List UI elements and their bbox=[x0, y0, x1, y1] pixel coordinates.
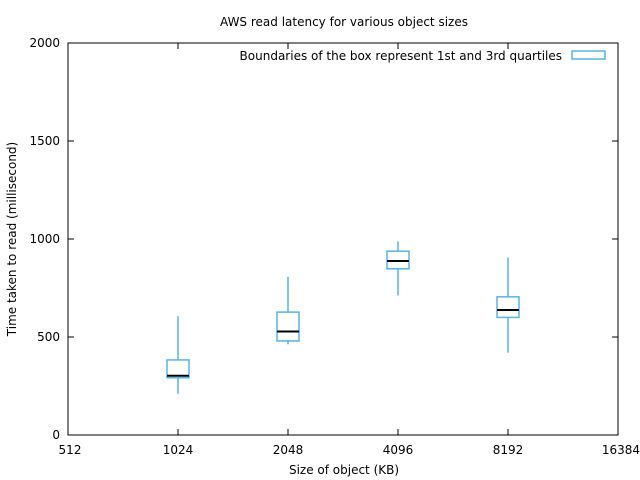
x-tick-label: 2048 bbox=[273, 443, 304, 457]
x-tick-label: 1024 bbox=[163, 443, 194, 457]
legend: Boundaries of the box represent 1st and … bbox=[240, 49, 606, 63]
x-tick-label: 8192 bbox=[493, 443, 524, 457]
quartile-box bbox=[276, 311, 300, 342]
quartile-box bbox=[166, 359, 190, 379]
x-tick-label: 16384 bbox=[602, 443, 640, 457]
box-2048 bbox=[276, 276, 300, 345]
x-axis: 512 1024 2048 4096 8192 16384 bbox=[59, 43, 640, 457]
boxes-layer bbox=[166, 241, 520, 394]
y-tick-label: 1000 bbox=[29, 232, 60, 246]
box-8192 bbox=[496, 257, 520, 353]
x-tick-label: 512 bbox=[59, 443, 82, 457]
legend-swatch bbox=[571, 50, 606, 60]
y-axis: 0 500 1000 1500 2000 bbox=[29, 36, 618, 442]
chart-title: AWS read latency for various object size… bbox=[220, 15, 468, 29]
box-1024 bbox=[166, 316, 190, 394]
y-tick-label: 1500 bbox=[29, 134, 60, 148]
x-tick-label: 4096 bbox=[383, 443, 414, 457]
quartile-box bbox=[496, 296, 520, 319]
legend-label: Boundaries of the box represent 1st and … bbox=[240, 49, 562, 63]
plot-frame bbox=[67, 42, 619, 436]
y-axis-label: Time taken to read (millisecond) bbox=[5, 142, 19, 337]
y-tick-label: 500 bbox=[37, 330, 60, 344]
box-4096 bbox=[386, 241, 410, 296]
x-axis-label: Size of object (KB) bbox=[289, 463, 399, 477]
y-tick-label: 0 bbox=[52, 428, 60, 442]
y-tick-label: 2000 bbox=[29, 36, 60, 50]
